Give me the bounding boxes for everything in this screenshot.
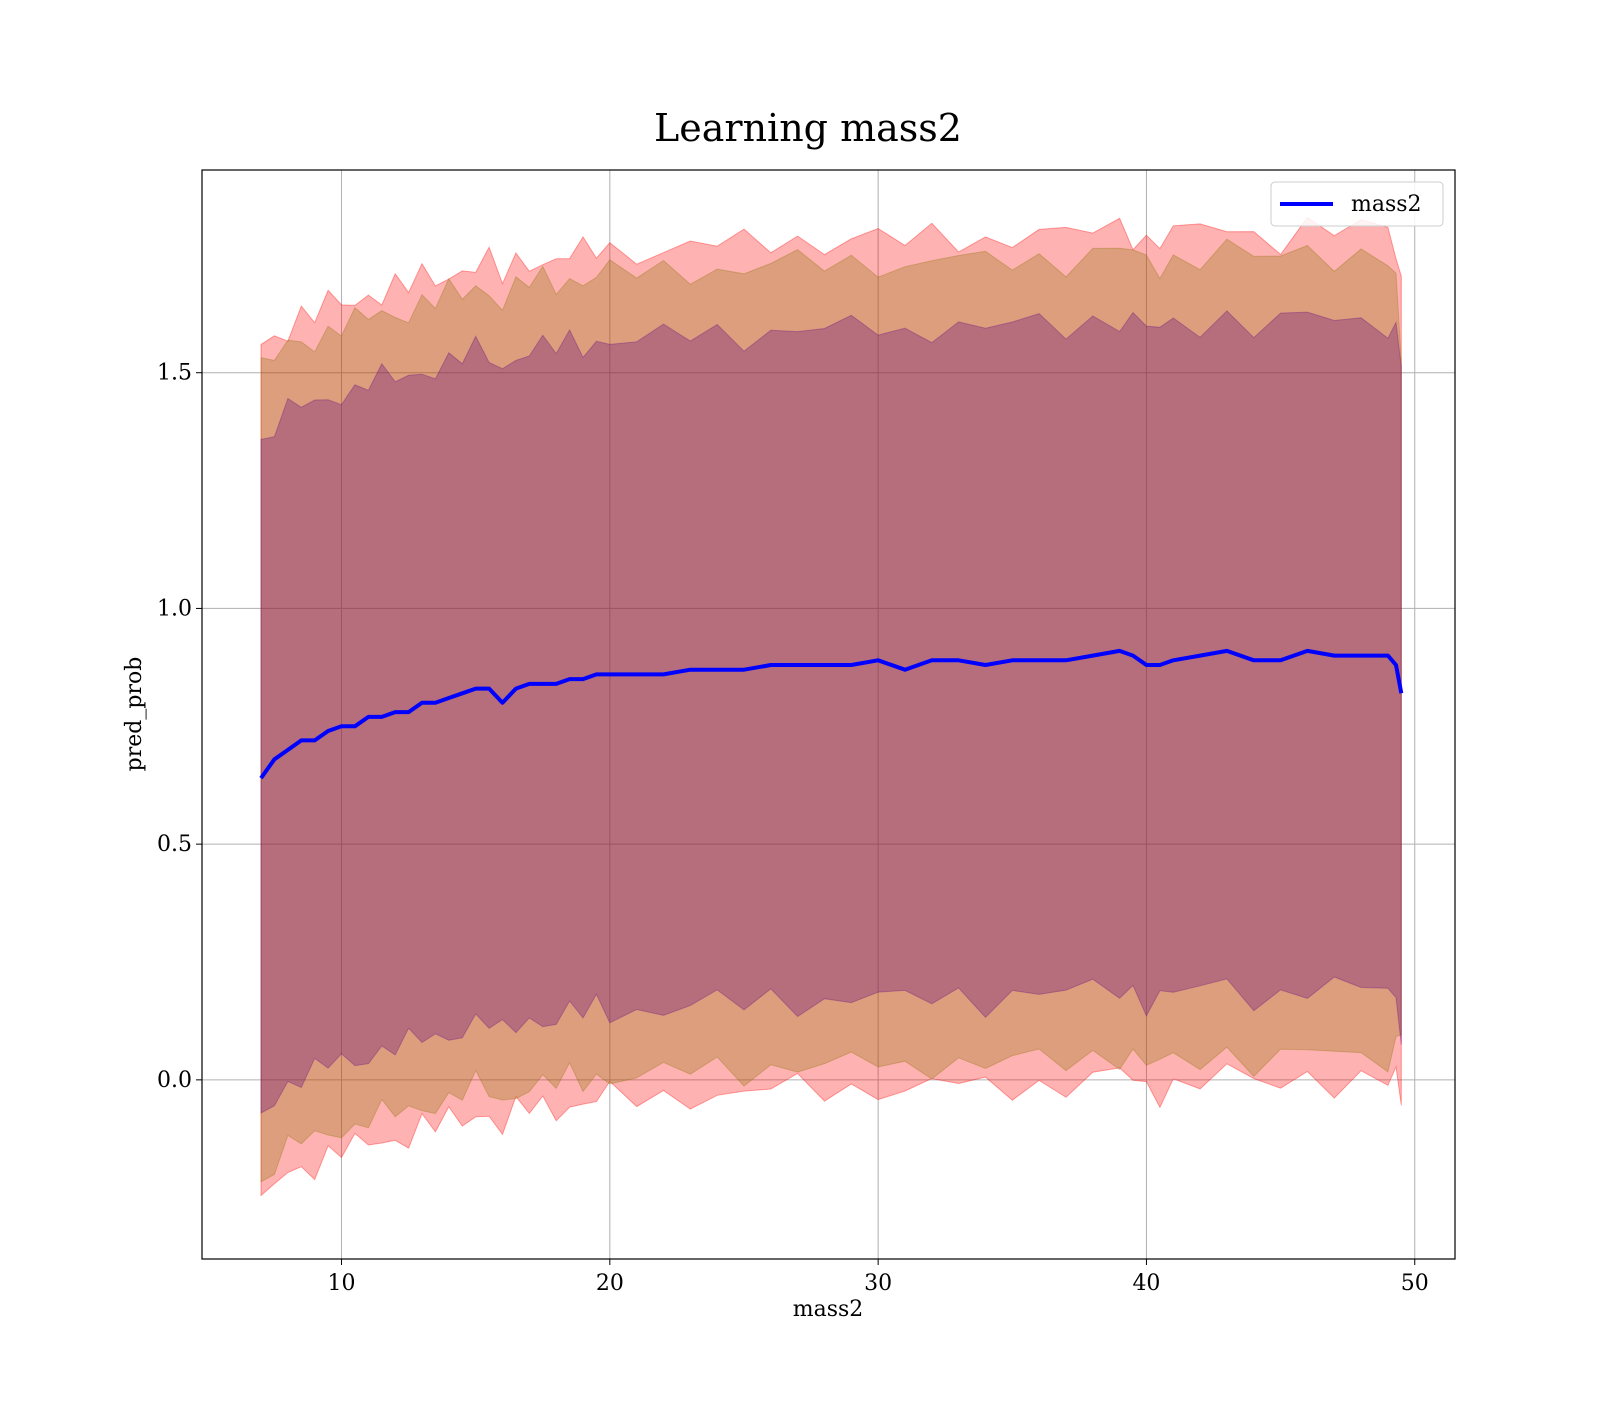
y-tick-label-0.5: 0.5 (157, 832, 192, 857)
chart-title: Learning mass2 (654, 106, 962, 150)
legend: mass2 (1270, 181, 1444, 227)
y-axis-label: pred_prob (122, 657, 147, 772)
confidence-bands (260, 216, 1402, 1197)
legend-box (1270, 181, 1444, 227)
x-tick-label-50: 50 (1401, 1271, 1429, 1296)
grid-lines (202, 170, 1455, 1259)
band-middle (260, 238, 1402, 1183)
x-tick-label-30: 30 (864, 1271, 892, 1296)
band-outer (260, 216, 1402, 1197)
x-axis-label: mass2 (793, 1297, 864, 1322)
legend-entry-mass2: mass2 (1351, 192, 1422, 217)
series-line-mass2 (259, 648, 1404, 780)
plot-frame (201, 169, 1456, 1260)
x-tick-label-20: 20 (596, 1271, 624, 1296)
y-axis-ticks: 0.0 0.5 1.0 1.5 (157, 361, 202, 1093)
band-inner (260, 310, 1402, 1114)
x-axis-ticks: 10 20 30 40 50 (328, 1259, 1429, 1296)
x-tick-label-40: 40 (1132, 1271, 1160, 1296)
y-tick-label-0.0: 0.0 (157, 1068, 192, 1093)
series-lines (259, 648, 1404, 780)
y-tick-label-1.0: 1.0 (157, 596, 192, 621)
y-tick-label-1.5: 1.5 (157, 361, 192, 386)
x-tick-label-10: 10 (328, 1271, 356, 1296)
